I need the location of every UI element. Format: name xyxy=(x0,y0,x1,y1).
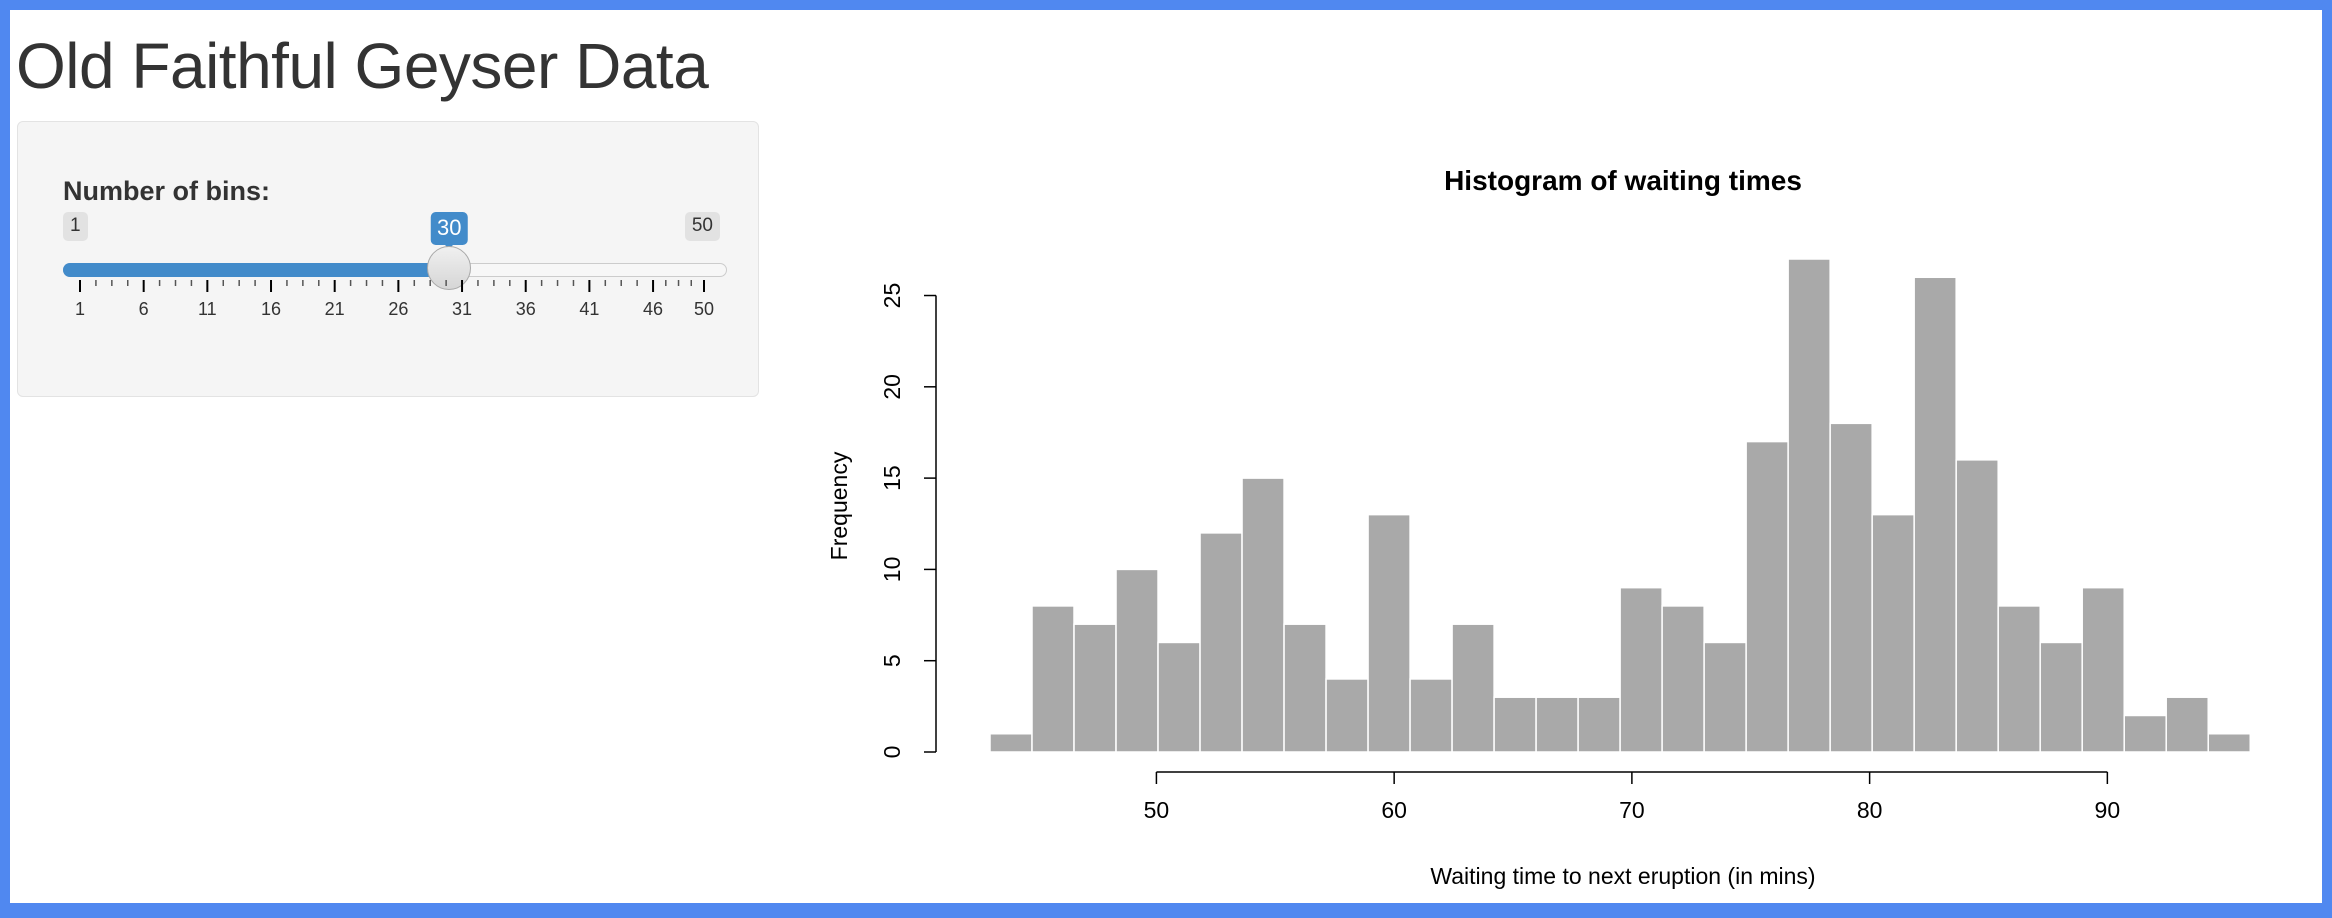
histogram-bar xyxy=(2165,696,2209,753)
slider-tick-label: 26 xyxy=(388,299,408,319)
histogram-bar xyxy=(1535,696,1579,753)
histogram-bar xyxy=(1619,586,1663,753)
y-axis-tick-label: 20 xyxy=(879,374,905,400)
slider-min-label: 1 xyxy=(63,212,88,241)
page-title: Old Faithful Geyser Data xyxy=(16,30,709,102)
histogram-bar xyxy=(2039,641,2083,753)
slider-tick-scale: 1 6 11 16 21 26 31 36 41 46 50 xyxy=(75,280,714,319)
histogram-bar xyxy=(1829,422,1873,753)
histogram-bar xyxy=(1577,696,1621,753)
histogram-bar xyxy=(1157,641,1201,753)
slider-tick-label: 36 xyxy=(516,299,536,319)
histogram-bar xyxy=(2081,586,2125,753)
y-axis-tick-label: 15 xyxy=(879,465,905,491)
bins-slider-handle[interactable] xyxy=(427,246,472,290)
histogram-bar xyxy=(1115,568,1159,753)
histogram-bar xyxy=(1241,477,1285,753)
slider-tick-label: 11 xyxy=(198,299,217,319)
y-axis-tick-label: 0 xyxy=(879,746,905,759)
histogram-bar xyxy=(1745,440,1789,753)
histogram-bar xyxy=(1997,605,2041,753)
histogram-bar xyxy=(1325,678,1369,753)
histogram-bar xyxy=(1871,513,1915,753)
histogram-bar xyxy=(1955,459,1999,753)
histogram-bar xyxy=(1031,605,1075,753)
histogram-bar xyxy=(1661,605,1705,753)
histogram-bar xyxy=(1367,513,1411,753)
x-axis-label: Waiting time to next eruption (in mins) xyxy=(1430,863,1815,889)
x-axis-tick-label: 60 xyxy=(1381,797,1407,823)
x-axis-tick-label: 90 xyxy=(2095,797,2121,823)
histogram-bar xyxy=(1703,641,1747,753)
histogram-bar xyxy=(1451,623,1495,753)
histogram-bar xyxy=(1493,696,1537,753)
histogram-chart: Histogram of waiting times Waiting time … xyxy=(826,165,2251,889)
slider-max-label: 50 xyxy=(684,212,720,241)
y-axis-tick-label: 10 xyxy=(879,557,905,583)
x-axis-tick-label: 50 xyxy=(1144,797,1170,823)
histogram-bar xyxy=(1787,258,1831,753)
app-frame: Old Faithful Geyser Data Number of bins:… xyxy=(10,10,2322,903)
x-axis-tick-label: 70 xyxy=(1619,797,1645,823)
slider-tick-label: 31 xyxy=(452,299,472,319)
histogram-bar xyxy=(1409,678,1453,753)
histogram-bar xyxy=(1073,623,1117,753)
bins-slider-label: Number of bins: xyxy=(63,176,270,206)
slider-tick-label: 6 xyxy=(139,299,149,319)
slider-tick-label: 21 xyxy=(325,299,345,319)
histogram-bar xyxy=(1283,623,1327,753)
histogram-bar xyxy=(1913,276,1957,753)
histogram-bar xyxy=(2123,714,2167,753)
slider-tick-label: 1 xyxy=(75,299,85,319)
histogram-bar xyxy=(1199,532,1243,753)
slider-tick-label: 50 xyxy=(694,299,714,319)
slider-tick-label: 16 xyxy=(261,299,281,319)
slider-tick-label: 46 xyxy=(643,299,663,319)
histogram-bar xyxy=(989,732,1033,753)
histogram-bar xyxy=(2207,732,2251,753)
y-axis-tick-label: 25 xyxy=(879,283,905,309)
slider-tick-label: 41 xyxy=(579,299,599,319)
y-axis-tick-label: 5 xyxy=(879,654,905,667)
bins-slider-fill xyxy=(63,263,450,277)
slider-value-label: 30 xyxy=(431,212,468,245)
sidebar-panel: Number of bins: 1 50 30 1 6 11 16 21 26 31 36 41… xyxy=(17,121,759,397)
x-axis-tick-label: 80 xyxy=(1857,797,1883,823)
chart-title: Histogram of waiting times xyxy=(1444,165,1802,196)
y-axis-label: Frequency xyxy=(826,451,852,560)
